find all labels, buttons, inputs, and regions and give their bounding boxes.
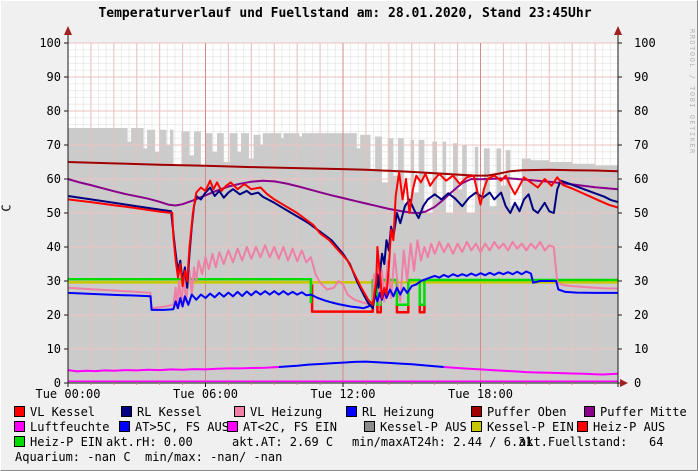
legend-label: VL Heizung (250, 405, 323, 419)
y-tick-right-30: 30 (634, 274, 649, 288)
legend-swatch (471, 406, 482, 417)
legend-item-puffer-oben: Puffer Oben (471, 405, 567, 419)
legend-label: RL Kessel (137, 405, 203, 419)
legend-swatch (234, 406, 245, 417)
x-tick-18: Tue 18:00 (447, 387, 514, 401)
y-tick-right-20: 20 (634, 308, 649, 322)
legend-swatch (14, 436, 25, 447)
legend-stat-2-2: akt.AT: 2.69 C (232, 435, 334, 449)
legend-swatch (14, 421, 25, 432)
y-tick-right-50: 50 (634, 206, 649, 220)
series-vl-heizung (67, 239, 618, 310)
legend-swatch (346, 406, 357, 417)
rrdtool-watermark: RRDTOOL / TOBI OETIKER (688, 29, 696, 155)
x-tick-6: Tue 06:00 (172, 387, 239, 401)
x-tick-0: Tue 00:00 (35, 387, 101, 401)
legend-swatch (119, 421, 130, 432)
x-axis-arrow-icon (620, 379, 628, 387)
legend-item-rl-heizung: RL Heizung (346, 405, 435, 419)
legend-item-vl-kessel: VL Kessel (14, 405, 96, 419)
y-tick-right-100: 100 (634, 36, 656, 50)
legend-item-at-5c-fs-aus: AT>5C, FS AUS (119, 420, 229, 434)
legend-swatch (584, 406, 595, 417)
series-at-fs-ein-morning (67, 366, 279, 373)
y-tick-left-80: 80 (46, 104, 61, 118)
legend-label: AT>5C, FS AUS (135, 420, 229, 434)
legend-label: Kessel-P AUS (380, 420, 467, 434)
y-tick-right-40: 40 (634, 240, 649, 254)
legend-label: Heiz-P EIN (30, 435, 103, 449)
legend-item-luftfeuchte: Luftfeuchte (14, 420, 110, 434)
series-vl-kessel (67, 171, 619, 306)
y-tick-left-30: 30 (46, 274, 61, 288)
y-axis-left-arrow-icon (64, 26, 72, 35)
y-tick-left-10: 10 (46, 342, 61, 356)
legend-label: Heiz-P AUS (593, 420, 666, 434)
y-tick-right-90: 90 (634, 70, 649, 84)
legend-swatch (227, 421, 238, 432)
y-tick-left-90: 90 (46, 70, 61, 84)
legend-swatch (577, 421, 588, 432)
series-heiz-p-aus-seg2 (395, 304, 410, 314)
legend-label: Luftfeuchte (30, 420, 110, 434)
legend-swatch (121, 406, 132, 417)
legend-stat-2-4: akt.Fuellstand: 64 (519, 435, 664, 449)
legend-label: Kessel-P EIN (487, 420, 574, 434)
legend-stat-2-1: akt.rH: 0.00 (106, 435, 193, 449)
legend-item-kessel-p-aus: Kessel-P AUS (364, 420, 467, 434)
legend-item-rl-kessel: RL Kessel (121, 405, 203, 419)
y-tick-right-60: 60 (634, 172, 649, 186)
y-tick-right-80: 80 (634, 104, 649, 118)
y-axis-right-arrow-icon (614, 26, 622, 35)
legend-item-vl-heizung: VL Heizung (234, 405, 323, 419)
y-tick-right-70: 70 (634, 138, 649, 152)
y-tick-left-20: 20 (46, 308, 61, 322)
graph-title: Temperaturverlauf und Fuellstand am: 28.… (98, 6, 592, 21)
legend-swatch (14, 406, 25, 417)
series-heiz-p-aus-seg3 (418, 304, 426, 314)
y-tick-right-0: 0 (634, 376, 642, 390)
legend-item-heiz-p-ein: Heiz-P EIN (14, 435, 103, 449)
series-heiz-p-ein-seg1 (371, 278, 618, 307)
series-puffer-oben (67, 161, 619, 177)
y-tick-left-60: 60 (46, 172, 61, 186)
legend-label: Puffer Oben (487, 405, 567, 419)
legend-label: RL Heizung (362, 405, 435, 419)
series-rl-heizung (67, 270, 618, 311)
legend-label: VL Kessel (30, 405, 96, 419)
series-heiz-p-aus-seg1 (376, 304, 383, 314)
y-tick-right-10: 10 (634, 342, 649, 356)
x-tick-12: Tue 12:00 (310, 387, 376, 401)
y-tick-left-40: 40 (46, 240, 61, 254)
legend-swatch (471, 421, 482, 432)
series-at-fs-ein-evening (443, 366, 619, 376)
legend-label: AT<2C, FS EIN (243, 420, 337, 434)
y-tick-left-0: 0 (53, 376, 61, 390)
legend-swatch (364, 421, 375, 432)
y-tick-left-70: 70 (46, 138, 61, 152)
legend-item-heiz-p-aus: Heiz-P AUS (577, 420, 666, 434)
legend-item-kessel-p-ein: Kessel-P EIN (471, 420, 574, 434)
series-at-fs-aus (278, 360, 444, 368)
legend-item-at-2c-fs-ein: AT<2C, FS EIN (227, 420, 337, 434)
y-axis-unit-label: C (0, 204, 14, 212)
legend-label: Puffer Mitte (600, 405, 687, 419)
y-tick-left-100: 100 (39, 36, 61, 50)
y-tick-left-50: 50 (46, 206, 61, 220)
legend-stat-2-3: min/maxAT24h: 2.44 / 6.31 (352, 435, 533, 449)
legend-item-puffer-mitte: Puffer Mitte (584, 405, 687, 419)
legend-stat-3-0: Aquarium: -nan C min/max: -nan/ -nan (15, 450, 283, 464)
